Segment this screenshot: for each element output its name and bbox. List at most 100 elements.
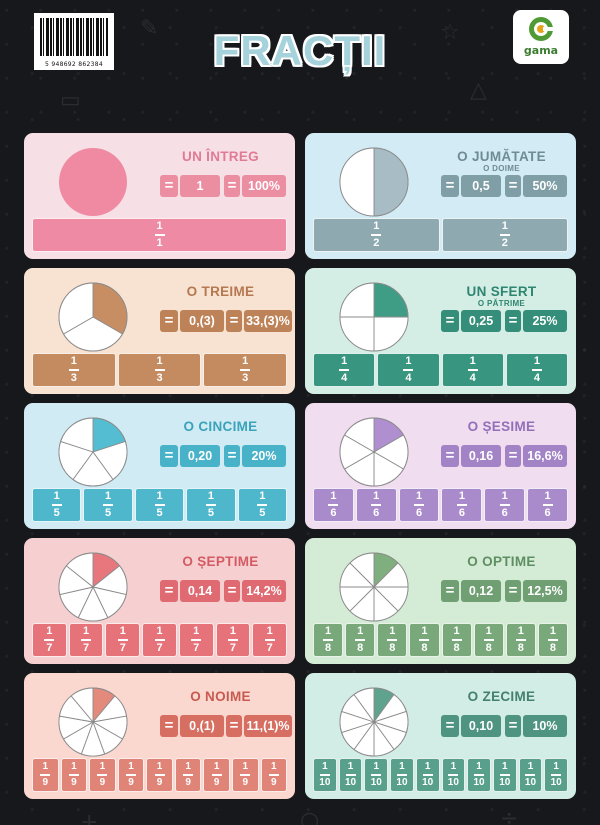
fraction-rule — [328, 504, 339, 506]
pie-slice — [373, 316, 409, 352]
fraction-bar-segment: 1 10 — [415, 758, 440, 792]
equals-sign: = — [160, 175, 178, 197]
fraction-pie-chart — [58, 687, 128, 757]
fraction-pie-chart — [339, 282, 409, 352]
equals-sign: = — [224, 175, 240, 197]
fraction-rule — [448, 774, 459, 776]
fraction-numerator: 1 — [424, 761, 431, 773]
fraction-numerator: 1 — [373, 761, 380, 773]
fraction-rule — [103, 504, 114, 506]
fraction-rule — [396, 774, 407, 776]
fraction-numerator: 1 — [70, 355, 77, 368]
decimal-value: 0,20 — [180, 445, 220, 467]
fraction-rule — [414, 504, 425, 506]
fraction-rule — [387, 639, 398, 641]
fraction-numerator: 1 — [207, 490, 214, 503]
fraction-rule — [531, 369, 542, 371]
equals-sign: = — [226, 310, 242, 332]
equals-sign: = — [505, 580, 521, 602]
fraction-denominator: 3 — [242, 371, 249, 384]
fraction-numerator: 1 — [357, 625, 364, 638]
equals-sign: = — [160, 445, 178, 467]
fraction-denominator: 6 — [544, 506, 551, 519]
equals-sign: = — [441, 175, 459, 197]
fraction-rule — [154, 774, 165, 776]
fraction-numerator: 1 — [119, 625, 126, 638]
fraction-numerator: 1 — [156, 490, 163, 503]
fraction-rule — [542, 504, 553, 506]
fraction-bar-segment: 1 10 — [441, 758, 466, 792]
fraction-numerator: 1 — [416, 490, 423, 503]
fraction-numerator: 1 — [501, 220, 508, 233]
fraction-numerator: 1 — [341, 355, 348, 368]
fraction-denominator: 8 — [453, 641, 460, 654]
fraction-alt-name: O DOIME — [483, 164, 520, 173]
fraction-rule — [211, 774, 222, 776]
percent-value: 100% — [242, 175, 286, 197]
fraction-numerator: 1 — [266, 625, 273, 638]
fraction-rule — [240, 774, 251, 776]
pie-slice-shaded — [59, 148, 127, 216]
fraction-denominator: 4 — [341, 371, 348, 384]
fraction-numerator: 1 — [527, 761, 534, 773]
fraction-denominator: 10 — [396, 776, 408, 788]
fraction-numerator: 1 — [553, 761, 559, 773]
fraction-denominator: 6 — [330, 506, 337, 519]
pie-slice — [60, 417, 94, 453]
fraction-numerator: 1 — [544, 490, 551, 503]
fraction-denominator: 6 — [501, 506, 508, 519]
fraction-numerator: 1 — [229, 625, 237, 638]
fraction-card-cincime: O CINCIME = 0,20 = 20% 1 5 1 5 1 5 1 5 1 5 — [24, 403, 295, 529]
equals-sign: = — [224, 580, 240, 602]
logo-text: gama — [523, 44, 559, 57]
decimal-value: 0,(1) — [180, 715, 224, 737]
pie-slice-shaded — [92, 282, 128, 335]
fraction-denominator: 10 — [499, 776, 511, 788]
fraction-denominator: 2 — [501, 236, 508, 249]
fraction-numerator: 1 — [330, 490, 337, 503]
percent-value: 50% — [523, 175, 567, 197]
equals-sign: = — [441, 715, 459, 737]
fraction-numerator: 1 — [99, 761, 106, 773]
fraction-card-zecime: O ZECIME = 0,10 = 10% 1 10 1 10 1 10 1 10 1 10 1 10 1 10 1 1… — [305, 673, 576, 799]
percent-value: 16,6% — [523, 445, 567, 467]
fraction-denominator: 8 — [325, 641, 332, 654]
fraction-rule — [154, 504, 165, 506]
fraction-denominator: 9 — [213, 776, 220, 788]
equals-sign: = — [441, 580, 459, 602]
fraction-rule — [403, 369, 414, 371]
fraction-denominator: 6 — [373, 506, 380, 519]
fraction-bar-segment: 1 10 — [544, 758, 569, 792]
fraction-denominator: 9 — [42, 776, 49, 788]
fraction-numerator: 1 — [156, 761, 163, 773]
fraction-bar-segment: 1 10 — [364, 758, 389, 792]
fraction-bar-segment: 1 10 — [492, 758, 517, 792]
fraction-name: O ȘESIME — [467, 419, 536, 434]
fraction-numerator: 1 — [242, 761, 248, 773]
fraction-numerator: 1 — [322, 761, 328, 773]
fraction-bar-segment: 1 10 — [313, 758, 337, 792]
fraction-bar-segment: 1 10 — [518, 758, 543, 792]
equals-sign: = — [505, 715, 521, 737]
fraction-name: O CINCIME — [183, 419, 258, 434]
fraction-rule — [355, 639, 366, 641]
fraction-denominator: 10 — [370, 776, 382, 788]
doodle-divide-icon: ÷ — [500, 806, 519, 825]
